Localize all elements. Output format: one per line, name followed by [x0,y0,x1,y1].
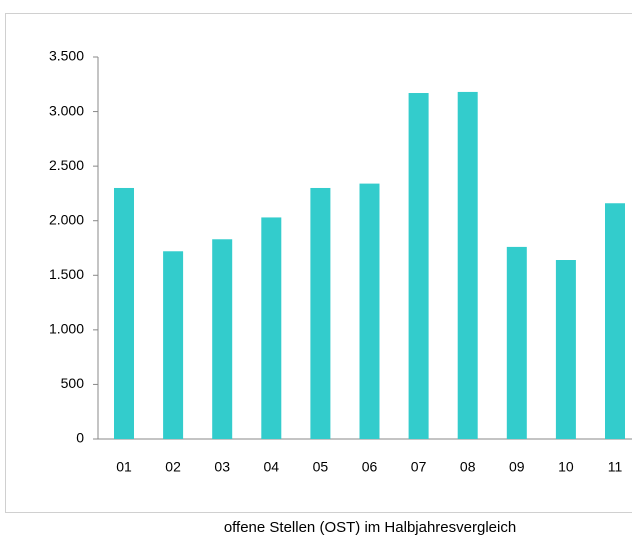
bar [163,251,184,439]
bar [555,260,576,439]
x-tick-label: 02 [165,459,181,475]
bar [506,246,527,439]
bar [261,217,282,439]
bar [310,187,331,439]
bar [114,187,134,439]
x-tick-label: 10 [558,459,574,475]
x-tick-label: 03 [214,459,230,475]
x-tick-label: 11 [608,459,623,475]
y-tick-label: 500 [61,375,85,391]
y-tick-label: 1.500 [49,266,84,282]
bar [605,203,625,439]
x-tick-label: 09 [509,459,525,475]
chart-title: offene Stellen (OST) im Halbjahresvergle… [224,519,516,536]
bar [408,93,429,439]
y-tick-label: 2.000 [49,211,84,227]
y-tick-label: 1.000 [49,321,84,337]
bar [212,239,233,439]
y-tick-label: 2.500 [49,157,84,173]
y-tick-label: 3.000 [49,102,84,118]
x-tick-label: 08 [460,459,476,475]
x-tick-label: 04 [264,459,280,475]
bar [457,91,478,439]
y-tick-label: 0 [76,430,84,446]
x-tick-label: 05 [313,459,329,475]
y-tick-label: 3.500 [49,48,84,64]
x-tick-label: 06 [362,459,378,475]
x-tick-label: 07 [411,459,427,475]
x-tick-label: 01 [116,459,132,475]
bar [359,183,380,439]
